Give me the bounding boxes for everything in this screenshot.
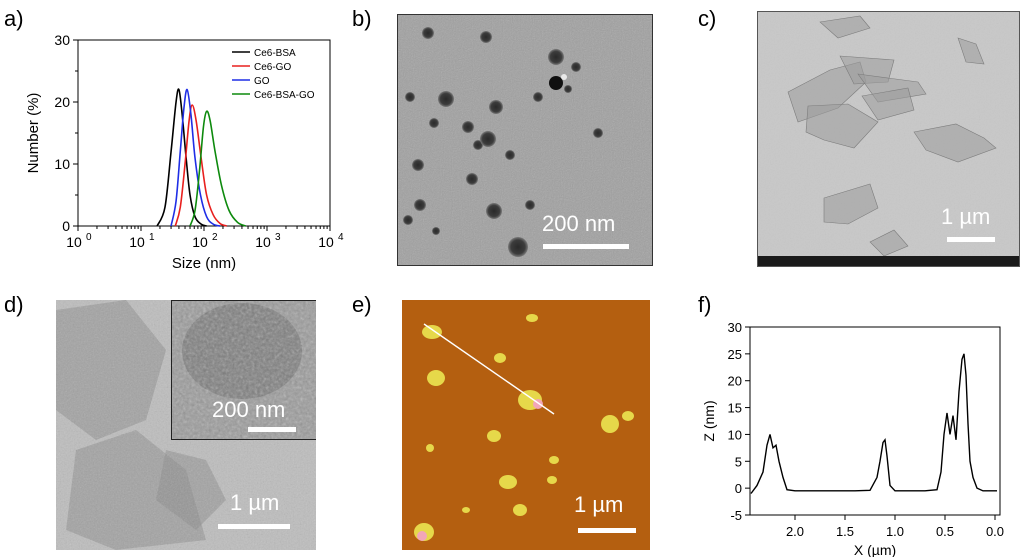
y-tick-label-f: 5 — [735, 454, 742, 469]
legend-label-a: Ce6-BSA-GO — [254, 90, 315, 101]
scale-bar-c — [947, 237, 995, 242]
tem-image-go-sheets: 1 µm — [757, 11, 1020, 267]
x-tick-exponent-a: 2 — [212, 232, 218, 243]
y-axis-label-f: Z (nm) — [701, 400, 717, 441]
y-tick-label-f: 15 — [728, 401, 742, 416]
plot-frame-a — [77, 39, 331, 227]
tem-particles — [398, 15, 652, 265]
y-tick-label-f: -5 — [730, 508, 742, 523]
panel-letter-b: b) — [352, 6, 372, 31]
afm-texture — [402, 300, 650, 550]
x-tick-exponent-a: 1 — [149, 232, 155, 243]
afm-image: 1 µm — [402, 300, 650, 550]
y-tick-label-f: 25 — [728, 347, 742, 362]
scale-label-b: 200 nm — [542, 211, 616, 236]
scale-label-e: 1 µm — [574, 492, 624, 517]
legend-label-a: Ce6-GO — [254, 62, 291, 73]
scale-label-d: 1 µm — [230, 490, 280, 515]
go-sheets — [758, 12, 1019, 266]
x-tick-label-f: 2.0 — [786, 524, 804, 539]
x-tick-label-f: 1.0 — [886, 524, 904, 539]
panel-letter-e: e) — [352, 292, 372, 317]
y-tick-label-f: 10 — [728, 427, 742, 442]
series-line-ce6-bsa — [156, 88, 207, 227]
inset-texture — [172, 301, 316, 439]
series-line-ce6-bsa-go — [189, 110, 247, 227]
x-axis-label-f: X (µm) — [854, 542, 896, 557]
profile-line-f — [750, 353, 997, 494]
x-tick-label-f: 0.5 — [936, 524, 954, 539]
plot-frame-f — [749, 326, 1001, 516]
x-tick-label-a: 10 — [192, 234, 208, 250]
scale-bar-e — [578, 528, 636, 533]
x-tick-label-a: 10 — [66, 234, 82, 250]
series-line-ce6-go — [174, 104, 228, 227]
x-tick-exponent-a: 0 — [86, 232, 92, 243]
y-tick-label-a: 10 — [54, 156, 70, 172]
y-tick-label-f: 30 — [728, 320, 742, 335]
panel-letter-a: a) — [4, 6, 24, 31]
x-tick-label-a: 10 — [255, 234, 271, 250]
y-tick-label-a: 20 — [54, 94, 70, 110]
scale-bar-d — [218, 524, 290, 529]
legend-label-a: Ce6-BSA — [254, 48, 296, 59]
panel-letter-c: c) — [698, 6, 717, 31]
height-profile-chart: -5 0 5 10 15 20 25 30 2.0 1.5 1.0 0.5 0.0 X (µm) Z (nm… — [701, 320, 1004, 557]
scale-bar-b — [543, 244, 629, 249]
legend-label-a: GO — [254, 76, 270, 87]
tem-inset: 200 nm — [171, 300, 316, 440]
y-tick-label-a: 0 — [62, 218, 70, 234]
x-axis-label-a: Size (nm) — [172, 255, 236, 272]
y-tick-label-f: 0 — [735, 481, 742, 496]
x-tick-label-f: 1.5 — [836, 524, 854, 539]
y-tick-label-a: 30 — [54, 32, 70, 48]
scale-label-d-inset: 200 nm — [212, 397, 286, 422]
series-line-go — [170, 88, 221, 227]
scale-bar-d-inset — [248, 427, 296, 432]
x-tick-label-a: 10 — [129, 234, 145, 250]
x-tick-label-f: 0.0 — [986, 524, 1004, 539]
x-tick-exponent-a: 3 — [275, 232, 281, 243]
panel-letter-f: f) — [698, 292, 712, 317]
y-tick-label-f: 20 — [728, 374, 742, 389]
panel-letter-d: d) — [4, 292, 24, 317]
x-tick-exponent-a: 4 — [338, 232, 344, 243]
tem-image-nanoparticles: 200 nm — [397, 14, 653, 266]
scale-label-c: 1 µm — [941, 204, 991, 229]
tem-image-composite: 200 nm 1 µm — [56, 300, 316, 550]
y-axis-label-a: Number (%) — [25, 93, 42, 174]
x-tick-label-a: 10 — [318, 234, 334, 250]
